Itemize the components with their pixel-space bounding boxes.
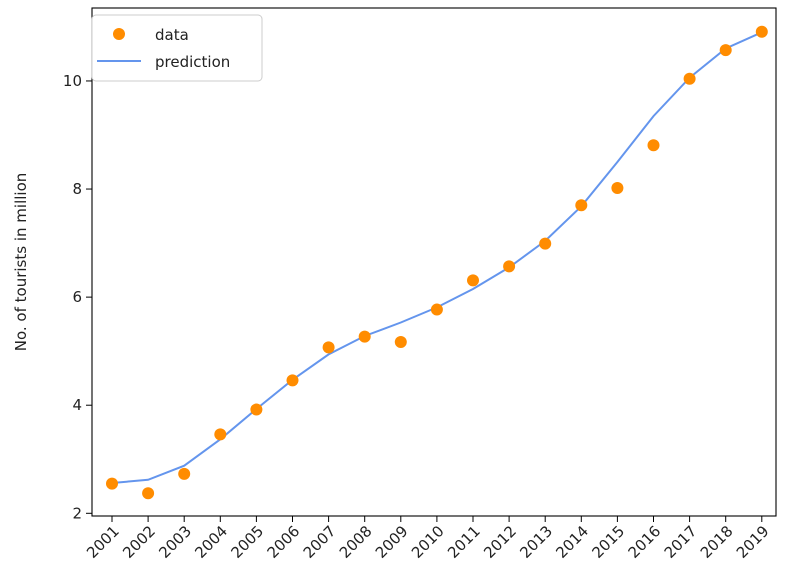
x-tick-label: 2013 bbox=[516, 522, 556, 562]
x-tick-label: 2008 bbox=[336, 522, 376, 562]
x-tick-label: 2007 bbox=[300, 522, 340, 562]
y-axis-label: No. of tourists in million bbox=[12, 173, 30, 351]
y-tick-label: 6 bbox=[72, 288, 82, 306]
data-point bbox=[683, 72, 696, 85]
legend-label-prediction: prediction bbox=[155, 53, 230, 71]
series-line-prediction bbox=[111, 31, 763, 484]
x-axis: 2001200220032004200520062007200820092010… bbox=[83, 516, 773, 562]
data-point bbox=[430, 303, 443, 316]
data-point bbox=[755, 25, 768, 38]
data-point bbox=[503, 260, 516, 273]
data-point bbox=[467, 274, 479, 287]
y-tick-label: 4 bbox=[72, 396, 82, 414]
legend: data prediction bbox=[91, 14, 263, 82]
x-tick-label: 2006 bbox=[264, 522, 304, 562]
x-tick-label: 2010 bbox=[408, 522, 448, 562]
data-point bbox=[322, 341, 335, 354]
x-tick-label: 2001 bbox=[83, 522, 123, 562]
x-tick-label: 2015 bbox=[588, 522, 628, 562]
x-tick-label: 2011 bbox=[444, 522, 484, 562]
legend-marker-data bbox=[113, 28, 125, 40]
y-tick-label: 8 bbox=[72, 180, 82, 198]
data-point bbox=[106, 477, 118, 490]
legend-box bbox=[91, 14, 263, 82]
data-point bbox=[719, 44, 732, 57]
data-point bbox=[611, 181, 624, 194]
series-points-data bbox=[106, 25, 768, 500]
x-tick-label: 2003 bbox=[155, 522, 195, 562]
data-point bbox=[250, 403, 263, 416]
x-tick-label: 2017 bbox=[661, 522, 701, 562]
x-tick-label: 2019 bbox=[733, 522, 773, 562]
x-tick-label: 2002 bbox=[119, 522, 159, 562]
data-point bbox=[394, 335, 407, 348]
y-tick-label: 10 bbox=[63, 72, 82, 90]
data-point bbox=[358, 330, 371, 343]
x-tick-label: 2014 bbox=[552, 522, 592, 562]
x-tick-label: 2016 bbox=[625, 522, 665, 562]
data-point bbox=[575, 199, 588, 212]
y-axis: 2 4 6 8 10 bbox=[63, 72, 92, 522]
x-tick-label: 2005 bbox=[227, 522, 267, 562]
x-tick-label: 2009 bbox=[372, 522, 412, 562]
y-tick-label: 2 bbox=[72, 504, 82, 522]
data-point bbox=[539, 237, 552, 250]
data-point bbox=[647, 139, 660, 152]
x-tick-label: 2018 bbox=[697, 522, 737, 562]
plot-area-frame bbox=[91, 7, 777, 517]
data-point bbox=[214, 428, 227, 441]
data-point bbox=[178, 467, 191, 480]
x-tick-label: 2012 bbox=[480, 522, 520, 562]
legend-label-data: data bbox=[155, 26, 189, 44]
x-tick-label: 2004 bbox=[191, 522, 231, 562]
data-point bbox=[142, 487, 155, 500]
data-point bbox=[286, 374, 299, 387]
